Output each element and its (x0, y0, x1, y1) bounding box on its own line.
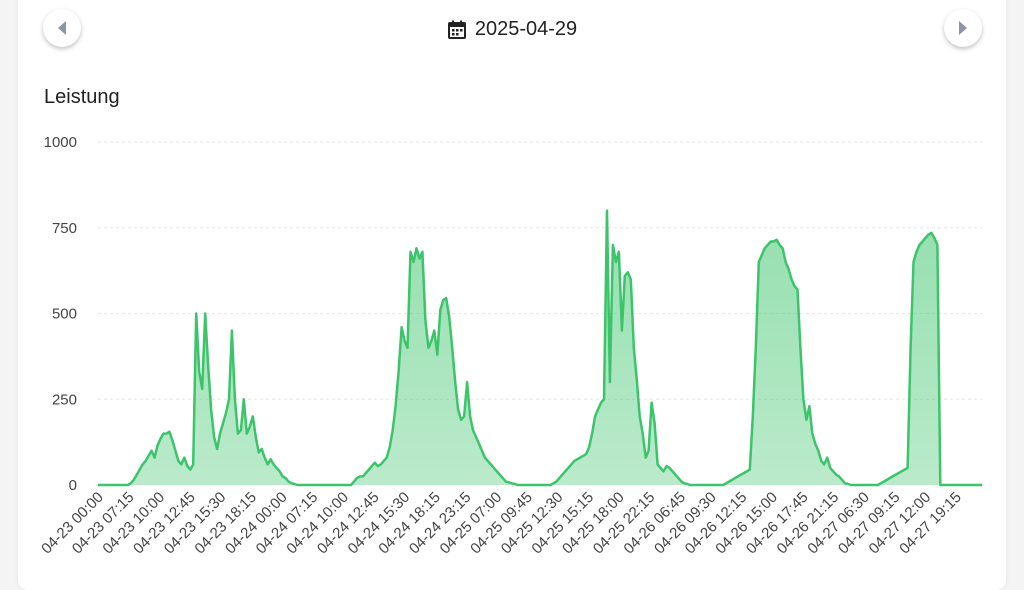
y-tick-label: 1000 (44, 134, 77, 151)
series-line (98, 209, 982, 487)
y-tick-label: 500 (52, 306, 77, 323)
chart-card (18, 0, 1006, 590)
date-selector[interactable]: 2025-04-29 (0, 18, 1024, 41)
series-area (98, 210, 982, 485)
chart-title: Leistung (44, 86, 120, 108)
prev-day-button[interactable] (43, 9, 81, 47)
calendar-icon (447, 20, 466, 39)
y-tick-label: 750 (52, 220, 77, 237)
y-tick-label: 0 (69, 477, 77, 494)
current-date: 2025-04-29 (474, 18, 578, 40)
y-tick-label: 250 (52, 391, 77, 408)
chevron-left-icon (58, 21, 66, 35)
chevron-right-icon (959, 21, 967, 35)
next-day-button[interactable] (944, 9, 982, 47)
